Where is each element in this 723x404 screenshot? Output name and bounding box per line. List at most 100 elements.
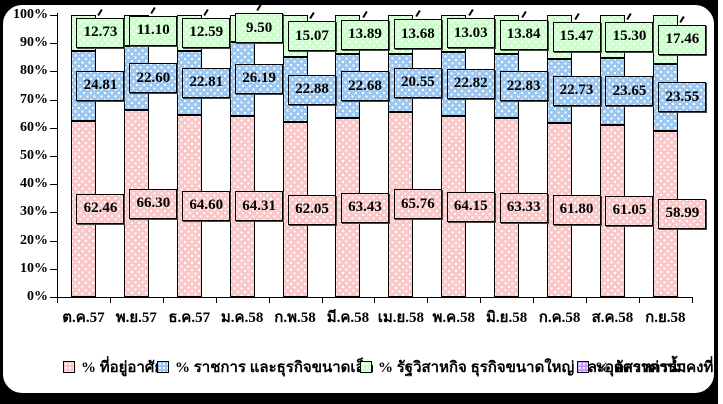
label-leader-line (626, 12, 633, 20)
y-axis-tick (50, 268, 57, 270)
value-label-government-small-business: 22.81 (182, 67, 231, 98)
x-axis-category-label: พ.ค.58 (432, 310, 475, 326)
legend-label: % อัตราค่าน้ำคงที่ (595, 360, 714, 376)
x-axis-tick (586, 297, 587, 303)
x-axis-tick (321, 297, 323, 303)
value-label-residential: 64.60 (182, 190, 231, 221)
label-leader-line (468, 9, 474, 17)
value-label-government-small-business: 22.73 (552, 75, 601, 106)
legend-label: % ที่อยู่อาศัย (81, 360, 164, 376)
y-axis-tick (50, 99, 57, 101)
label-leader-line (309, 12, 315, 20)
x-axis-category-label: ก.ย.58 (645, 310, 686, 326)
x-axis-category-label: มี.ค.58 (326, 310, 370, 326)
value-label-government-small-business: 22.60 (129, 63, 178, 94)
y-axis-label: 60% (20, 119, 48, 135)
x-axis-category-label: พ.ย.57 (115, 310, 157, 326)
x-axis-tick (691, 297, 693, 303)
y-axis-tick (50, 156, 57, 157)
legend-swatch (577, 361, 589, 373)
label-leader-line (415, 10, 421, 18)
value-label-state-enterprise-industry: 9.50 (235, 13, 284, 44)
value-label-government-small-business: 20.55 (393, 67, 442, 98)
x-axis-tick (215, 297, 217, 303)
x-axis-category-label: ธ.ค.57 (168, 310, 211, 326)
x-axis-tick (374, 297, 376, 303)
label-leader-line (150, 6, 157, 14)
stacked-bar-chart: 0% 10% 20% 30% 40% 50% 60% 70% 80% 90% 100% ต.ค.57… (13, 4, 713, 378)
value-label-residential: 64.15 (446, 191, 495, 222)
legend-item: % รัฐวิสาหกิจ ธุรกิจขนาดใหญ่ และอุตสาหกร… (360, 356, 686, 378)
value-label-state-enterprise-industry: 13.89 (340, 19, 389, 50)
y-axis-tick (50, 184, 57, 186)
value-label-state-enterprise-industry: 15.47 (552, 21, 601, 52)
legend-item: % อัตราค่าน้ำคงที่ (577, 356, 713, 378)
legend-swatch (63, 361, 75, 373)
x-axis-category-label: ต.ค.57 (62, 310, 105, 326)
x-axis-category-label: มิ.ย.58 (486, 310, 528, 326)
value-label-government-small-business: 23.55 (658, 82, 707, 113)
y-axis-tick (50, 240, 57, 242)
y-axis-tick (50, 43, 57, 45)
value-label-state-enterprise-industry: 15.07 (288, 21, 337, 52)
x-axis-tick (533, 297, 535, 303)
value-label-government-small-business: 24.81 (76, 70, 125, 101)
legend-label: % รัฐวิสาหกิจ ธุรกิจขนาดใหญ่ และอุตสาหกร… (378, 360, 687, 376)
legend-item: % ที่อยู่อาศัย (63, 356, 163, 378)
value-label-state-enterprise-industry: 12.59 (182, 17, 231, 48)
y-axis-tick (50, 212, 57, 214)
value-label-state-enterprise-industry: 13.84 (499, 19, 548, 50)
y-axis-label: 40% (20, 176, 48, 192)
y-axis-label: 90% (20, 35, 48, 51)
y-axis-label: 20% (20, 232, 48, 248)
label-leader-line (256, 4, 262, 12)
x-axis-category-label: ก.ค.58 (538, 310, 581, 326)
y-axis-tick (50, 71, 57, 73)
x-axis-tick (57, 297, 58, 303)
y-axis-label: 50% (20, 148, 48, 163)
value-label-government-small-business: 23.65 (605, 76, 654, 107)
value-label-state-enterprise-industry: 15.30 (605, 21, 654, 52)
y-axis-label: 70% (20, 91, 48, 107)
x-axis-tick (638, 297, 640, 303)
bar-segment-government-small-business (599, 58, 625, 125)
x-axis-tick (162, 297, 164, 303)
value-label-residential: 62.05 (288, 194, 337, 225)
legend-label: % ราชการ และธุรกิจขนาดเล็ก (175, 360, 374, 376)
legend-swatch (157, 361, 169, 373)
label-leader-line (573, 12, 580, 20)
value-label-residential: 63.43 (340, 192, 389, 223)
x-axis-tick (480, 297, 482, 303)
x-axis-category-label: ก.พ.58 (274, 310, 316, 326)
x-axis-tick (109, 297, 111, 303)
value-label-state-enterprise-industry: 17.46 (658, 24, 707, 55)
value-label-state-enterprise-industry: 13.68 (393, 19, 442, 50)
x-axis-category-label: ส.ค.58 (591, 310, 634, 326)
value-label-residential: 63.33 (499, 192, 548, 223)
value-label-government-small-business: 22.82 (446, 68, 495, 99)
legend-item: % ราชการ และธุรกิจขนาดเล็ก (157, 356, 374, 378)
value-label-residential: 58.99 (658, 198, 707, 229)
value-label-government-small-business: 22.83 (499, 71, 548, 102)
value-label-residential: 65.76 (393, 189, 442, 220)
y-axis-label: 80% (20, 63, 48, 79)
value-label-state-enterprise-industry: 12.73 (76, 17, 125, 48)
y-axis-tick (50, 15, 57, 16)
value-label-residential: 61.05 (605, 195, 654, 226)
x-axis-category-label: ม.ค.58 (220, 310, 264, 326)
x-axis-tick (268, 297, 270, 303)
value-label-residential: 62.46 (76, 193, 125, 224)
value-label-residential: 61.80 (552, 194, 601, 225)
y-axis-line (57, 13, 58, 297)
y-axis-label: 10% (20, 260, 48, 276)
y-axis-label: 30% (20, 204, 48, 220)
y-axis-label: 0% (27, 289, 48, 304)
legend-swatch (360, 361, 372, 373)
value-label-state-enterprise-industry: 13.03 (446, 18, 495, 49)
label-leader-line (203, 8, 209, 16)
x-axis-tick (427, 297, 429, 303)
label-leader-line (362, 10, 368, 18)
label-leader-line (679, 15, 686, 23)
page-margin (718, 0, 723, 404)
